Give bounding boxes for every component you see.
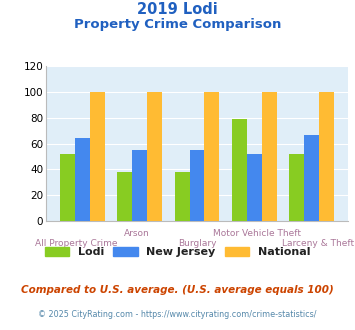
Text: Larceny & Theft: Larceny & Theft <box>282 239 354 248</box>
Bar <box>90 92 105 221</box>
Bar <box>190 150 204 221</box>
Text: Arson: Arson <box>124 229 149 238</box>
Bar <box>304 135 319 221</box>
Bar <box>204 92 219 221</box>
Text: Compared to U.S. average. (U.S. average equals 100): Compared to U.S. average. (U.S. average … <box>21 285 334 295</box>
Bar <box>247 154 262 221</box>
Text: All Property Crime: All Property Crime <box>35 239 118 248</box>
Bar <box>232 119 247 221</box>
Bar <box>75 138 90 221</box>
Text: Property Crime Comparison: Property Crime Comparison <box>74 18 281 31</box>
Bar <box>132 150 147 221</box>
Bar <box>175 172 190 221</box>
Legend: Lodi, New Jersey, National: Lodi, New Jersey, National <box>40 242 315 262</box>
Text: Motor Vehicle Theft: Motor Vehicle Theft <box>213 229 301 238</box>
Bar <box>319 92 334 221</box>
Bar <box>147 92 162 221</box>
Bar <box>117 172 132 221</box>
Bar <box>262 92 277 221</box>
Text: Burglary: Burglary <box>178 239 216 248</box>
Bar <box>289 154 304 221</box>
Bar <box>60 154 75 221</box>
Text: © 2025 CityRating.com - https://www.cityrating.com/crime-statistics/: © 2025 CityRating.com - https://www.city… <box>38 310 317 319</box>
Text: 2019 Lodi: 2019 Lodi <box>137 2 218 16</box>
